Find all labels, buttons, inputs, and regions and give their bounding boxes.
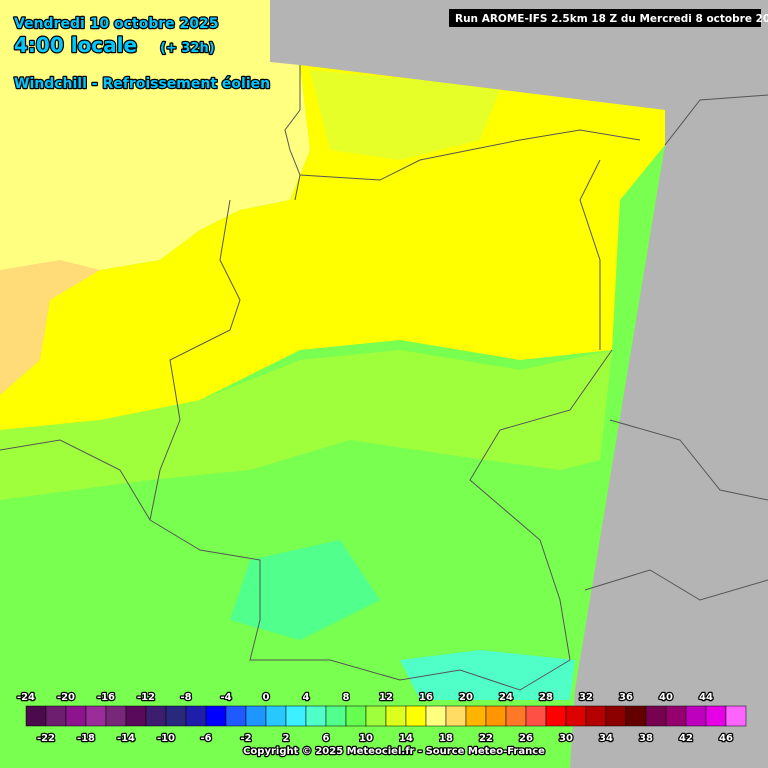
coastline	[284, 65, 301, 201]
coastal-area	[0, 260, 100, 395]
border	[0, 439, 151, 521]
legend-swatch	[125, 705, 147, 727]
legend-swatch	[265, 705, 287, 727]
sea-area	[0, 0, 310, 330]
border	[149, 199, 241, 521]
legend-label: -10	[157, 733, 175, 744]
legend-label: 8	[343, 692, 350, 703]
legend-label: -12	[137, 692, 155, 703]
legend-label: 34	[599, 733, 613, 744]
legend-swatch	[185, 705, 207, 727]
legend-swatch	[165, 705, 187, 727]
legend-label: 22	[479, 733, 493, 744]
legend-label: 28	[539, 692, 553, 703]
legend-label: -18	[77, 733, 95, 744]
legend-swatch	[585, 705, 607, 727]
border	[579, 159, 601, 350]
legend-label: -6	[200, 733, 211, 744]
legend-label: 18	[439, 733, 453, 744]
border	[584, 569, 768, 601]
legend-label: 12	[379, 692, 393, 703]
legend-label: 36	[619, 692, 633, 703]
offset: (+ 32h)	[160, 41, 215, 56]
legend-label: 14	[399, 733, 413, 744]
date: Vendredi 10 octobre 2025	[14, 16, 219, 32]
legend-label: -8	[180, 692, 191, 703]
legend-swatch	[105, 705, 127, 727]
run-info: Run AROME-IFS 2.5km 18 Z du Mercredi 8 o…	[455, 13, 768, 25]
legend-label: 40	[659, 692, 673, 703]
legend-swatch	[545, 705, 567, 727]
legend-swatch	[285, 705, 307, 727]
coastline	[299, 129, 641, 181]
legend-swatch	[625, 705, 647, 727]
legend-swatch	[25, 705, 47, 727]
legend-label: 0	[263, 692, 270, 703]
legend-swatch	[705, 705, 727, 727]
legend-swatch	[525, 705, 547, 727]
legend-swatch	[725, 705, 747, 727]
legend-label: 26	[519, 733, 533, 744]
legend-label: 42	[679, 733, 693, 744]
legend-label: 32	[579, 692, 593, 703]
legend-swatch	[145, 705, 167, 727]
legend-swatch	[65, 705, 87, 727]
cool-area	[230, 540, 380, 640]
legend-label: -2	[240, 733, 251, 744]
run-box	[449, 9, 761, 27]
legend-label: -22	[37, 733, 55, 744]
time: 4:00 locale	[14, 33, 137, 57]
legend-swatch	[425, 705, 447, 727]
legend-label: 4	[303, 692, 310, 703]
border	[149, 519, 571, 691]
legend-swatch	[345, 705, 367, 727]
legend-swatch	[365, 705, 387, 727]
legend-swatch	[465, 705, 487, 727]
legend-label: 30	[559, 733, 573, 744]
land-warm-area	[0, 65, 665, 430]
border	[609, 419, 768, 501]
legend-swatch	[205, 705, 227, 727]
legend-label: 44	[699, 692, 713, 703]
legend-label: -24	[17, 692, 35, 703]
copyright: Copyright © 2025 Meteociel.fr - Source M…	[243, 746, 545, 757]
legend-swatch	[685, 705, 707, 727]
legend-label: 38	[639, 733, 653, 744]
legend-label: -16	[97, 692, 115, 703]
legend-label: -20	[57, 692, 75, 703]
parameter: Windchill - Refroissement éolien	[14, 76, 270, 92]
legend-swatch	[405, 705, 427, 727]
legend-swatch	[45, 705, 67, 727]
legend-swatch	[85, 705, 107, 727]
legend: -24-22-20-18-16-14-12-10-8-6-4-202468101…	[16, 691, 747, 745]
legend-swatch	[245, 705, 267, 727]
legend-swatch	[605, 705, 627, 727]
coastal-band	[310, 70, 500, 160]
legend-label: 20	[459, 692, 473, 703]
legend-label: -14	[117, 733, 135, 744]
legend-swatch	[325, 705, 347, 727]
legend-label: 16	[419, 692, 433, 703]
transition-band	[0, 350, 612, 500]
legend-swatch	[665, 705, 687, 727]
legend-label: 2	[283, 733, 290, 744]
legend-swatch	[485, 705, 507, 727]
legend-label: -4	[220, 692, 231, 703]
legend-swatch	[505, 705, 527, 727]
legend-swatch	[565, 705, 587, 727]
legend-swatch	[645, 705, 667, 727]
legend-swatch	[445, 705, 467, 727]
legend-swatch	[225, 705, 247, 727]
legend-label: 10	[359, 733, 373, 744]
legend-label: 24	[499, 692, 513, 703]
border	[469, 349, 613, 661]
legend-label: 46	[719, 733, 733, 744]
legend-label: 6	[323, 733, 330, 744]
alps-area	[400, 650, 575, 700]
legend-swatch	[385, 705, 407, 727]
legend-swatch	[305, 705, 327, 727]
coastline	[664, 94, 768, 146]
